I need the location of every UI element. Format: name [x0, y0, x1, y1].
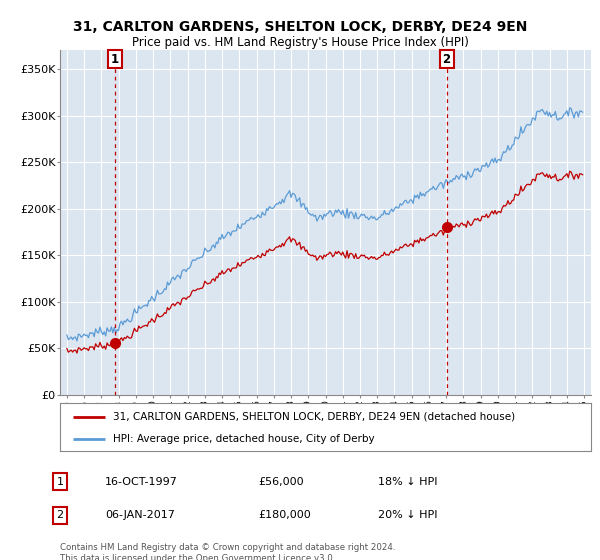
Text: 1: 1: [56, 477, 64, 487]
Text: Price paid vs. HM Land Registry's House Price Index (HPI): Price paid vs. HM Land Registry's House …: [131, 36, 469, 49]
Text: 31, CARLTON GARDENS, SHELTON LOCK, DERBY, DE24 9EN: 31, CARLTON GARDENS, SHELTON LOCK, DERBY…: [73, 20, 527, 34]
Text: HPI: Average price, detached house, City of Derby: HPI: Average price, detached house, City…: [113, 434, 375, 444]
Text: 20% ↓ HPI: 20% ↓ HPI: [378, 510, 437, 520]
Text: £56,000: £56,000: [258, 477, 304, 487]
Text: 16-OCT-1997: 16-OCT-1997: [105, 477, 178, 487]
Text: Contains HM Land Registry data © Crown copyright and database right 2024.: Contains HM Land Registry data © Crown c…: [60, 543, 395, 552]
Text: 2: 2: [56, 510, 64, 520]
Text: 31, CARLTON GARDENS, SHELTON LOCK, DERBY, DE24 9EN (detached house): 31, CARLTON GARDENS, SHELTON LOCK, DERBY…: [113, 412, 515, 422]
Text: £180,000: £180,000: [258, 510, 311, 520]
Text: This data is licensed under the Open Government Licence v3.0.: This data is licensed under the Open Gov…: [60, 554, 335, 560]
Text: 06-JAN-2017: 06-JAN-2017: [105, 510, 175, 520]
Text: 1: 1: [111, 53, 119, 66]
Text: 2: 2: [442, 53, 451, 66]
Text: 18% ↓ HPI: 18% ↓ HPI: [378, 477, 437, 487]
